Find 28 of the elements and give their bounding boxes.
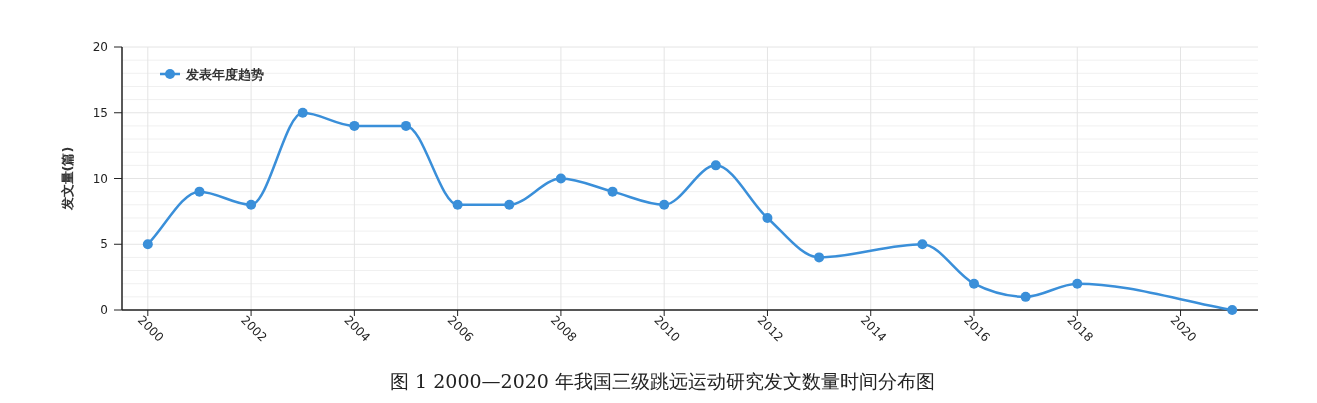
legend-label: 发表年度趋势: [185, 67, 264, 82]
point: [194, 186, 205, 197]
point: [401, 120, 411, 131]
point: [297, 107, 308, 118]
y-tick-label: 15: [92, 105, 108, 120]
point: [1227, 305, 1238, 315]
point: [1020, 291, 1031, 302]
y-tick-label: 5: [100, 237, 108, 252]
point: [969, 278, 979, 289]
legend: 发表年度趋势: [160, 67, 264, 82]
y-tick-label: 0: [100, 303, 108, 317]
point: [1072, 278, 1083, 289]
point: [555, 173, 566, 184]
point: [814, 252, 825, 263]
point: [917, 239, 928, 250]
point: [762, 212, 773, 223]
y-tick-label: 10: [92, 171, 108, 186]
point: [349, 120, 360, 131]
point: [142, 239, 153, 250]
point: [659, 199, 670, 210]
point: [504, 199, 515, 210]
point: [710, 160, 721, 171]
caption: 图 1 2000—2020 年我国三级跳远运动研究发文数量时间分布图: [390, 370, 935, 392]
y-tick-label: 20: [92, 40, 108, 54]
point: [452, 199, 463, 210]
y-axis-title: 发文量(篇): [60, 146, 75, 212]
point: [246, 199, 257, 210]
point: [607, 186, 618, 197]
